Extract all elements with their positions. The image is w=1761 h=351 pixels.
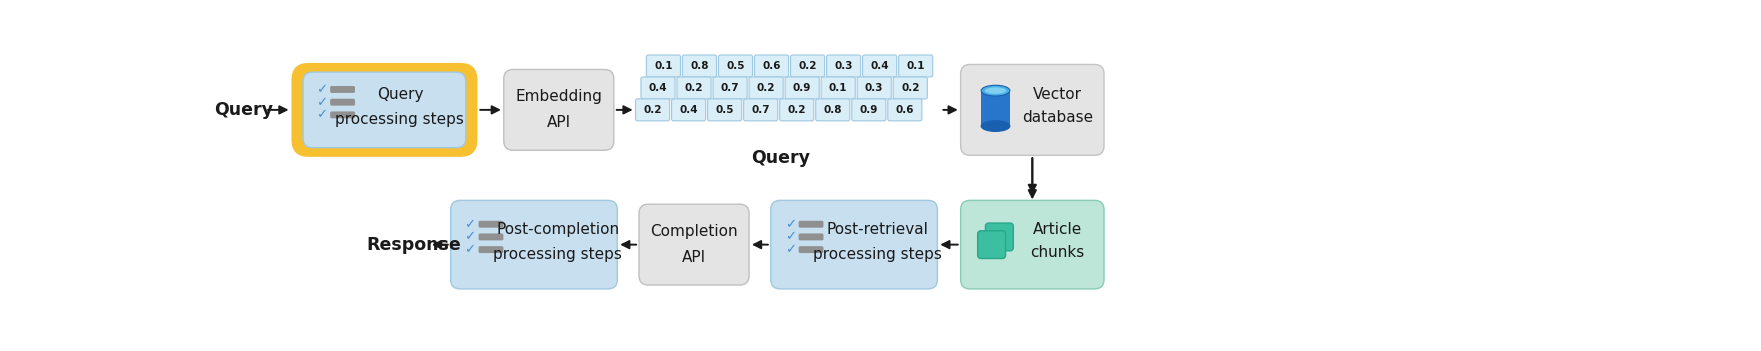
Text: 0.5: 0.5 <box>715 105 734 115</box>
Text: 0.2: 0.2 <box>902 83 919 93</box>
FancyBboxPatch shape <box>799 233 824 240</box>
FancyBboxPatch shape <box>479 246 504 253</box>
FancyBboxPatch shape <box>671 99 706 121</box>
FancyBboxPatch shape <box>479 221 504 228</box>
FancyBboxPatch shape <box>986 223 1013 251</box>
Text: 0.1: 0.1 <box>907 61 925 71</box>
Text: ✓: ✓ <box>785 218 796 231</box>
Text: 0.3: 0.3 <box>865 83 884 93</box>
Text: 0.6: 0.6 <box>896 105 914 115</box>
Text: 0.2: 0.2 <box>798 61 817 71</box>
Text: ✓: ✓ <box>315 83 328 96</box>
Text: 0.5: 0.5 <box>726 61 745 71</box>
Text: processing steps: processing steps <box>336 112 465 127</box>
Text: 0.9: 0.9 <box>859 105 879 115</box>
FancyBboxPatch shape <box>780 99 814 121</box>
Text: processing steps: processing steps <box>814 247 942 262</box>
Text: Query: Query <box>377 87 423 102</box>
Text: Embedding: Embedding <box>516 89 602 104</box>
Text: ✓: ✓ <box>465 218 475 231</box>
FancyBboxPatch shape <box>291 63 477 157</box>
Text: 0.2: 0.2 <box>787 105 807 115</box>
FancyBboxPatch shape <box>641 77 674 99</box>
FancyBboxPatch shape <box>754 55 789 77</box>
Text: 0.4: 0.4 <box>870 61 889 71</box>
Text: Post-retrieval: Post-retrieval <box>826 222 928 237</box>
Ellipse shape <box>984 87 1006 94</box>
Text: 0.7: 0.7 <box>752 105 770 115</box>
Text: Vector: Vector <box>1034 87 1081 102</box>
Text: 0.7: 0.7 <box>720 83 740 93</box>
FancyBboxPatch shape <box>748 77 784 99</box>
Text: ✓: ✓ <box>465 243 475 256</box>
FancyBboxPatch shape <box>785 77 819 99</box>
FancyBboxPatch shape <box>852 99 886 121</box>
FancyBboxPatch shape <box>893 77 928 99</box>
FancyBboxPatch shape <box>718 55 752 77</box>
FancyBboxPatch shape <box>303 72 467 148</box>
Text: 0.1: 0.1 <box>829 83 847 93</box>
FancyBboxPatch shape <box>329 86 356 93</box>
Text: Response: Response <box>366 236 461 254</box>
FancyBboxPatch shape <box>451 200 618 289</box>
FancyBboxPatch shape <box>713 77 747 99</box>
FancyBboxPatch shape <box>826 55 861 77</box>
Bar <box>981 91 1009 126</box>
FancyBboxPatch shape <box>888 99 923 121</box>
FancyBboxPatch shape <box>977 231 1006 258</box>
Text: 0.2: 0.2 <box>643 105 662 115</box>
FancyBboxPatch shape <box>329 99 356 106</box>
Text: Query: Query <box>213 101 273 119</box>
FancyBboxPatch shape <box>898 55 933 77</box>
Text: Article: Article <box>1034 222 1083 237</box>
FancyBboxPatch shape <box>743 99 778 121</box>
Text: ✓: ✓ <box>315 108 328 121</box>
Text: 0.8: 0.8 <box>824 105 842 115</box>
Text: API: API <box>682 250 706 265</box>
FancyBboxPatch shape <box>708 99 741 121</box>
FancyBboxPatch shape <box>683 55 717 77</box>
Text: Completion: Completion <box>650 224 738 239</box>
Text: 0.8: 0.8 <box>690 61 708 71</box>
Text: ✓: ✓ <box>785 243 796 256</box>
FancyBboxPatch shape <box>815 99 851 121</box>
Text: database: database <box>1021 110 1094 125</box>
FancyBboxPatch shape <box>676 77 711 99</box>
Text: 0.1: 0.1 <box>653 61 673 71</box>
Text: ✓: ✓ <box>315 96 328 109</box>
FancyBboxPatch shape <box>639 204 748 285</box>
Text: Query: Query <box>750 150 810 167</box>
FancyBboxPatch shape <box>479 233 504 240</box>
Text: ✓: ✓ <box>785 230 796 244</box>
FancyBboxPatch shape <box>329 111 356 118</box>
Text: 0.9: 0.9 <box>792 83 812 93</box>
FancyBboxPatch shape <box>962 200 1104 289</box>
Text: chunks: chunks <box>1030 245 1085 260</box>
Text: 0.4: 0.4 <box>648 83 667 93</box>
FancyBboxPatch shape <box>636 99 669 121</box>
Ellipse shape <box>981 85 1009 96</box>
Text: 0.2: 0.2 <box>685 83 703 93</box>
FancyBboxPatch shape <box>799 246 824 253</box>
Text: 0.4: 0.4 <box>680 105 697 115</box>
FancyBboxPatch shape <box>791 55 824 77</box>
Text: Post-completion: Post-completion <box>497 222 620 237</box>
Text: ✓: ✓ <box>465 230 475 244</box>
FancyBboxPatch shape <box>821 77 856 99</box>
Text: processing steps: processing steps <box>493 247 622 262</box>
FancyBboxPatch shape <box>646 55 680 77</box>
FancyBboxPatch shape <box>858 77 891 99</box>
FancyBboxPatch shape <box>504 69 615 150</box>
Text: API: API <box>546 115 571 131</box>
Text: 0.2: 0.2 <box>757 83 775 93</box>
Text: 0.3: 0.3 <box>835 61 852 71</box>
Text: 0.6: 0.6 <box>763 61 780 71</box>
FancyBboxPatch shape <box>863 55 896 77</box>
FancyBboxPatch shape <box>771 200 937 289</box>
Ellipse shape <box>981 121 1009 131</box>
FancyBboxPatch shape <box>799 221 824 228</box>
FancyBboxPatch shape <box>962 65 1104 155</box>
